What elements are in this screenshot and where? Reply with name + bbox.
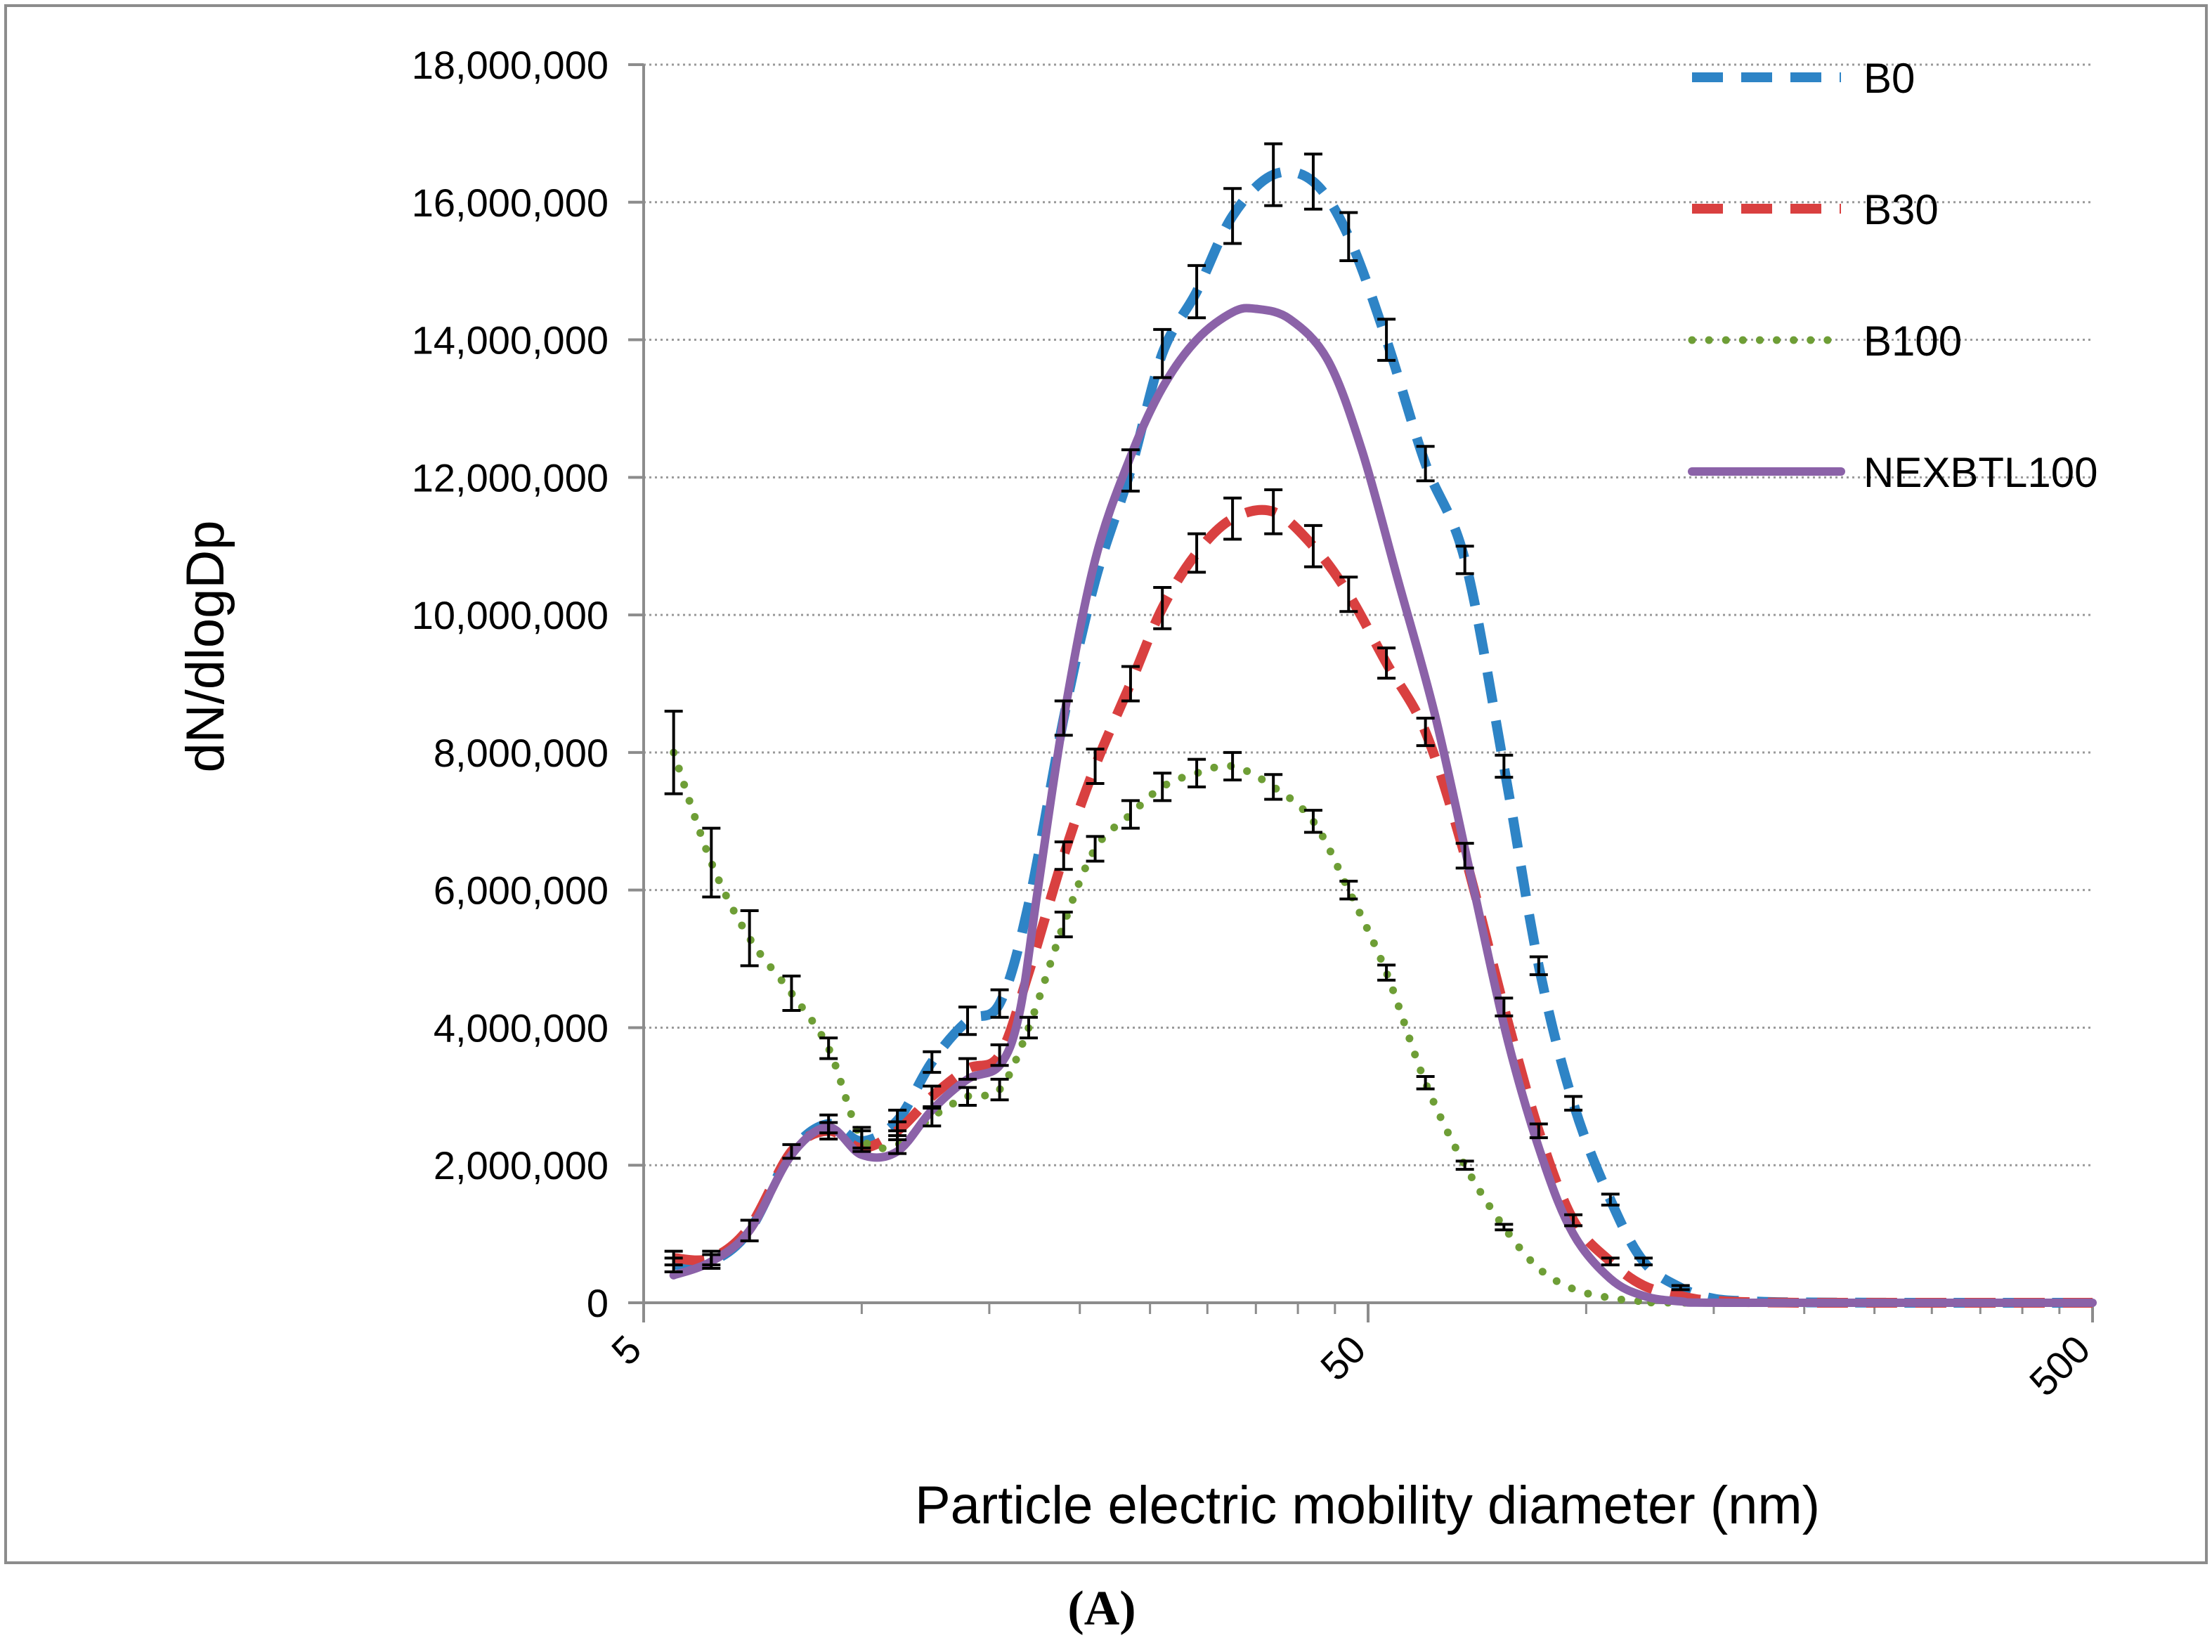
error-bar-b0 [1054, 699, 1073, 737]
error-bar-b0 [740, 1218, 759, 1242]
error-bar-b100 [923, 1106, 942, 1128]
error-bar-b100 [740, 909, 759, 968]
error-bar-b100 [888, 1134, 907, 1155]
error-bar-b0 [923, 1050, 942, 1074]
error-bar-b100 [1121, 799, 1140, 830]
x-axis-title: Particle electric mobility diameter (nm) [915, 1476, 1820, 1535]
error-bar-b0 [1564, 1095, 1583, 1112]
error-bar-b30 [664, 1249, 683, 1267]
error-bar-b100 [782, 975, 801, 1012]
error-bar-b0 [990, 988, 1009, 1019]
error-bars [664, 142, 1690, 1292]
y-tick-label: 2,000,000 [434, 1143, 609, 1188]
error-bar-b30 [1153, 585, 1172, 630]
legend-label-b0: B0 [1863, 55, 1915, 102]
error-bar-b30 [1264, 488, 1283, 535]
error-bar-b100 [664, 710, 683, 795]
error-bar-b30 [1188, 532, 1206, 574]
error-bar-b100 [1377, 963, 1396, 982]
error-bar-b100 [990, 1077, 1009, 1102]
error-bar-b30 [1455, 842, 1474, 870]
error-bar-b30 [1054, 840, 1073, 871]
error-bar-b30 [958, 1057, 977, 1081]
series-line-nexbtl100 [669, 304, 2097, 1308]
y-tick-label: 8,000,000 [434, 731, 609, 775]
error-bar-b30 [1529, 1122, 1548, 1140]
error-bar-b0 [1529, 955, 1548, 977]
legend-label-b100: B100 [1863, 318, 1962, 365]
error-bar-b0 [782, 1143, 801, 1160]
error-bar-b100 [1303, 809, 1322, 834]
error-bar-b0 [1416, 445, 1435, 483]
error-bar-b100 [702, 826, 721, 899]
figure-caption: (A) [1067, 1582, 1136, 1636]
error-bar-b0 [1601, 1192, 1620, 1207]
error-bar-b0 [1121, 448, 1140, 493]
legend-label-nexbtl100: NEXBTL100 [1863, 449, 2098, 496]
error-bar-b0 [1339, 211, 1358, 262]
error-bar-b30 [1564, 1213, 1583, 1228]
y-axis-title: dN/dlogDp [176, 520, 235, 772]
y-tick-labels: 0 2,000,000 4,000,000 6,000,000 8,000,000 10,… [412, 43, 609, 1325]
chart-frame [4, 4, 2208, 1564]
error-bar-b0 [1303, 152, 1322, 211]
error-bar-b0 [1264, 142, 1283, 207]
y-tick-label: 0 [587, 1281, 609, 1325]
y-tick-label: 14,000,000 [412, 318, 609, 363]
error-bar-b0 [1153, 327, 1172, 379]
error-bar-b30 [702, 1249, 721, 1267]
error-bar-b100 [1416, 1074, 1435, 1091]
error-bar-b0 [1634, 1256, 1653, 1267]
error-bar-b30 [1339, 575, 1358, 613]
error-bar-b0 [1495, 753, 1514, 779]
error-bar-b100 [852, 1126, 871, 1150]
error-bar-b100 [819, 1036, 838, 1060]
y-tick-label: 12,000,000 [412, 455, 609, 500]
error-bar-b0 [1455, 545, 1474, 575]
error-bar-b0 [1377, 318, 1396, 362]
error-bar-b30 [1303, 523, 1322, 568]
error-bar-b30 [1377, 646, 1396, 680]
error-bar-b100 [1188, 757, 1206, 788]
legend: B0 B30 B100 NEXBTL100 [1688, 55, 2098, 496]
series-line-b100 [670, 748, 2097, 1307]
error-bar-b30 [1223, 496, 1242, 541]
error-bar-b100 [1495, 1223, 1514, 1232]
error-bar-b100 [1019, 1015, 1038, 1040]
error-bar-b100 [1223, 750, 1242, 782]
error-bar-b0 [1188, 264, 1206, 320]
error-bar-b30 [1495, 996, 1514, 1017]
error-bar-b100 [1153, 772, 1172, 802]
error-bar-b100 [958, 1086, 977, 1107]
error-bar-b30 [990, 1043, 1009, 1067]
y-tick-label: 10,000,000 [412, 593, 609, 637]
error-bar-b100 [1264, 773, 1283, 801]
y-tick-label: 18,000,000 [412, 43, 609, 87]
error-bar-b100 [1054, 910, 1073, 939]
error-bar-b0 [958, 1006, 977, 1036]
error-bar-b30 [1601, 1256, 1620, 1267]
error-bar-b30 [1086, 747, 1105, 785]
y-tick-label: 6,000,000 [434, 869, 609, 913]
legend-label-b30: B30 [1863, 186, 1939, 233]
error-bar-b100 [1339, 879, 1358, 901]
error-bar-b30 [1416, 716, 1435, 748]
error-bar-b0 [1223, 187, 1242, 245]
y-tick-label: 4,000,000 [434, 1006, 609, 1050]
error-bar-b0 [1671, 1284, 1690, 1292]
error-bar-b30 [1121, 665, 1140, 703]
y-tick-label: 16,000,000 [412, 181, 609, 225]
error-bar-b100 [1455, 1159, 1474, 1171]
error-bar-b30 [819, 1121, 838, 1141]
error-bar-b100 [1086, 835, 1105, 863]
